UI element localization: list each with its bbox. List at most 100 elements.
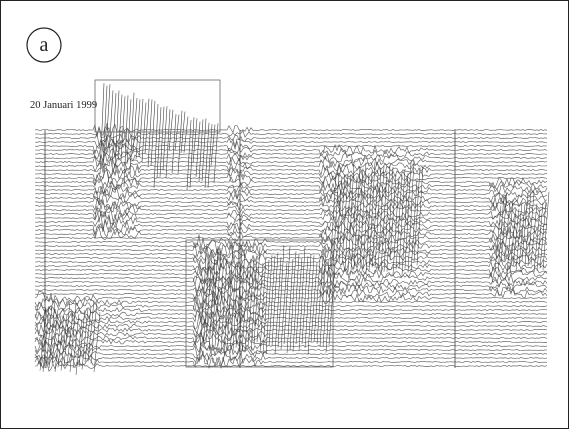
trace bbox=[34, 274, 548, 290]
trace bbox=[195, 121, 201, 177]
trace bbox=[34, 202, 548, 219]
trace bbox=[34, 301, 548, 318]
trace bbox=[34, 232, 548, 245]
trace bbox=[401, 173, 409, 275]
trace bbox=[183, 116, 189, 153]
trace bbox=[232, 245, 240, 352]
trace bbox=[34, 239, 548, 255]
trace bbox=[298, 246, 306, 351]
trace bbox=[105, 84, 111, 152]
trace bbox=[332, 172, 340, 268]
trace bbox=[90, 301, 98, 364]
trace bbox=[150, 100, 156, 166]
label-circle bbox=[26, 27, 62, 63]
trace bbox=[159, 106, 165, 177]
trace bbox=[34, 308, 548, 326]
trace bbox=[34, 234, 548, 251]
trace bbox=[34, 268, 548, 286]
trace bbox=[344, 174, 352, 270]
trace bbox=[34, 277, 548, 295]
trace bbox=[383, 165, 391, 272]
trace bbox=[283, 246, 291, 345]
trace bbox=[359, 162, 367, 267]
trace bbox=[84, 307, 92, 363]
trace bbox=[416, 165, 424, 266]
trace bbox=[129, 92, 135, 175]
trace bbox=[99, 83, 105, 175]
trace bbox=[126, 99, 132, 164]
trace bbox=[259, 256, 267, 352]
trace bbox=[322, 258, 330, 348]
trace bbox=[295, 257, 303, 345]
trace bbox=[34, 189, 548, 206]
trace bbox=[48, 301, 56, 369]
trace bbox=[75, 319, 83, 375]
trace bbox=[265, 255, 273, 355]
trace bbox=[54, 315, 62, 372]
trace bbox=[34, 134, 548, 149]
trace bbox=[34, 197, 548, 213]
trace bbox=[114, 90, 120, 169]
trace bbox=[536, 202, 544, 271]
trace bbox=[213, 123, 219, 184]
trace bbox=[277, 245, 285, 348]
trace bbox=[328, 261, 336, 346]
trace bbox=[34, 335, 548, 351]
trace bbox=[34, 170, 548, 186]
trace bbox=[108, 90, 114, 153]
seismogram bbox=[34, 83, 550, 375]
trace bbox=[34, 167, 548, 182]
trace bbox=[347, 164, 355, 272]
trace bbox=[51, 309, 59, 364]
trace bbox=[395, 174, 403, 270]
trace bbox=[518, 204, 526, 267]
trace bbox=[506, 199, 514, 275]
trace bbox=[72, 313, 80, 368]
trace bbox=[211, 246, 219, 346]
trace bbox=[34, 132, 548, 146]
trace bbox=[524, 190, 532, 266]
trace bbox=[34, 245, 548, 261]
trace bbox=[325, 256, 333, 353]
trace bbox=[34, 139, 548, 155]
trace bbox=[120, 96, 126, 161]
trace bbox=[301, 256, 309, 345]
trace bbox=[156, 107, 162, 179]
trace bbox=[389, 174, 397, 261]
trace bbox=[34, 186, 548, 203]
trace bbox=[34, 330, 548, 346]
trace bbox=[147, 99, 153, 168]
trace bbox=[192, 118, 198, 163]
trace bbox=[316, 256, 324, 345]
trace bbox=[66, 310, 74, 367]
trace bbox=[111, 92, 117, 167]
trace bbox=[404, 162, 412, 269]
trace bbox=[35, 209, 548, 225]
trace bbox=[63, 300, 71, 367]
trace bbox=[138, 98, 144, 158]
trace bbox=[141, 102, 147, 163]
trace bbox=[280, 262, 288, 350]
trace bbox=[353, 166, 361, 269]
trace bbox=[250, 258, 258, 353]
trace bbox=[34, 223, 548, 238]
trace bbox=[34, 355, 548, 369]
trace bbox=[45, 307, 53, 369]
trace bbox=[34, 249, 548, 267]
trace bbox=[494, 205, 502, 272]
trace bbox=[539, 202, 547, 269]
trace bbox=[34, 183, 548, 197]
trace bbox=[34, 151, 548, 167]
trace bbox=[223, 263, 231, 354]
trace bbox=[527, 192, 535, 267]
trace bbox=[34, 219, 548, 236]
trace bbox=[521, 192, 529, 261]
trace bbox=[338, 174, 346, 263]
trace bbox=[93, 312, 101, 372]
trace bbox=[229, 264, 237, 354]
trace bbox=[329, 175, 337, 269]
trace bbox=[356, 168, 364, 265]
trace bbox=[34, 350, 548, 366]
trace bbox=[533, 209, 541, 273]
